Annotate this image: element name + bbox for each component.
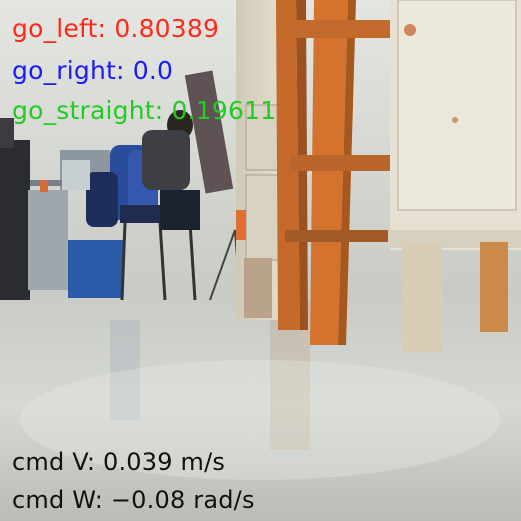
- cmd-v-label: cmd V: 0.039 m/s: [12, 448, 226, 476]
- cmd-w-label: cmd W: −0.08 rad/s: [12, 486, 255, 514]
- go-straight-label: go_straight: 0.19611: [12, 96, 277, 125]
- go-left-label: go_left: 0.80389: [12, 14, 220, 43]
- go-right-label: go_right: 0.0: [12, 56, 174, 85]
